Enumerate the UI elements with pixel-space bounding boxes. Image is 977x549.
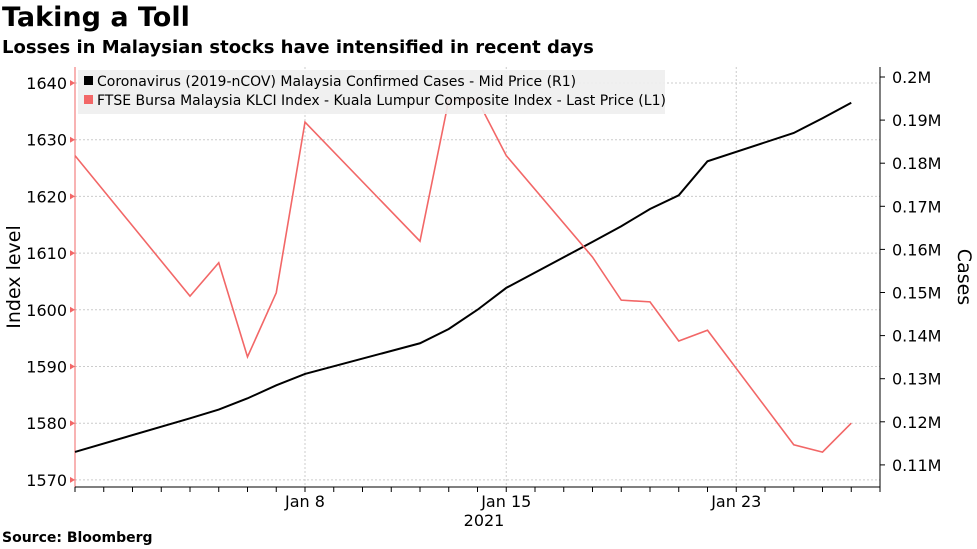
left-tick-label: 1620	[26, 187, 67, 206]
right-tick-label: 0.17M	[892, 197, 941, 216]
right-tick-label: 0.2M	[892, 68, 931, 87]
left-tick-mark	[70, 306, 75, 313]
left-tick-mark	[70, 420, 75, 427]
source-note: Source: Bloomberg	[2, 530, 153, 546]
left-tick-label: 1640	[26, 74, 67, 93]
legend-label: Coronavirus (2019-nCOV) Malaysia Confirm…	[97, 74, 576, 90]
left-tick-label: 1580	[26, 414, 67, 433]
legend-swatch	[84, 76, 93, 85]
chart-title: Taking a Toll	[2, 2, 190, 33]
left-tick-label: 1610	[26, 244, 67, 263]
series-line-klci	[74, 99, 852, 454]
series-line-cases	[74, 101, 852, 453]
left-tick-label: 1570	[26, 471, 67, 490]
left-tick-label: 1600	[26, 301, 67, 320]
right-tick-label: 0.13M	[892, 370, 941, 389]
right-axis-label: Cases	[953, 249, 975, 305]
legend-box	[78, 70, 665, 114]
left-tick-mark	[70, 136, 75, 143]
left-tick-mark	[70, 363, 75, 370]
right-tick-label: 0.19M	[892, 111, 941, 130]
right-tick-label: 0.14M	[892, 327, 941, 346]
right-tick-label: 0.16M	[892, 240, 941, 259]
left-tick-label: 1590	[26, 358, 67, 377]
left-tick-mark	[70, 250, 75, 257]
x-tick-label: Jan 15	[480, 492, 531, 511]
left-tick-mark	[70, 193, 75, 200]
right-tick-label: 0.12M	[892, 413, 941, 432]
left-tick-mark	[70, 476, 75, 483]
x-tick-label: Jan 23	[710, 492, 761, 511]
x-tick-label: Jan 8	[284, 492, 325, 511]
legend-label: FTSE Bursa Malaysia KLCI Index - Kuala L…	[97, 93, 666, 109]
right-tick-label: 0.18M	[892, 154, 941, 173]
left-tick-mark	[70, 80, 75, 86]
left-axis-label: Index level	[3, 225, 25, 329]
right-tick-label: 0.15M	[892, 284, 941, 303]
chart-subtitle: Losses in Malaysian stocks have intensif…	[2, 37, 594, 58]
right-tick-label: 0.11M	[892, 456, 941, 475]
legend-swatch	[84, 95, 93, 104]
left-tick-label: 1630	[26, 131, 67, 150]
x-axis-label: 2021	[464, 511, 505, 530]
